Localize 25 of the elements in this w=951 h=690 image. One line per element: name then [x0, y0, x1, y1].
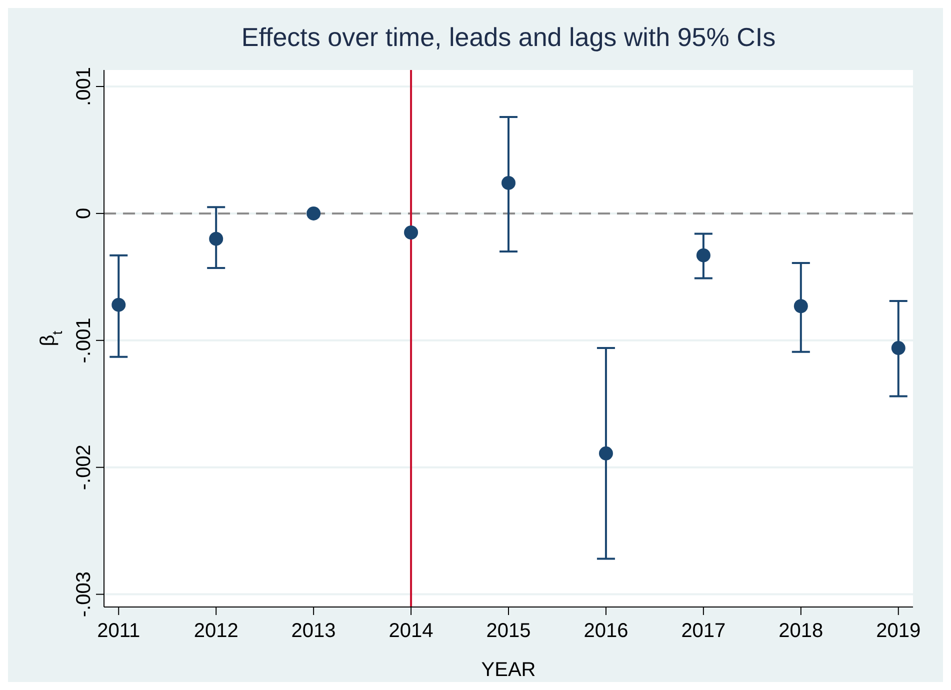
point: [112, 298, 126, 312]
chart-title: Effects over time, leads and lags with 95% CIs: [241, 22, 776, 52]
x-tick-label: 2012: [194, 620, 238, 642]
x-tick-label: 2015: [486, 620, 531, 642]
x-axis-title: YEAR: [481, 659, 536, 681]
point: [502, 176, 516, 190]
x-tick-label: 2019: [876, 620, 921, 642]
y-tick-label: .001: [73, 67, 95, 106]
x-tick-label: 2018: [778, 620, 824, 642]
point: [794, 299, 808, 314]
point: [404, 225, 418, 240]
point: [598, 446, 613, 460]
x-tick-label: 2013: [291, 620, 336, 642]
x-tick-label: 2014: [388, 620, 434, 642]
y-tick-label: -.003: [73, 572, 95, 618]
x-tick-label: 2011: [97, 620, 140, 642]
y-tick-label: 0: [73, 208, 95, 220]
point: [306, 206, 321, 220]
x-tick-label: 2016: [584, 620, 628, 642]
y-tick-label: -.001: [73, 318, 95, 364]
x-tick-label: 2017: [681, 620, 726, 642]
point: [209, 232, 224, 246]
point: [696, 248, 710, 262]
point: [891, 341, 906, 356]
y-tick-label: -.002: [73, 444, 95, 490]
